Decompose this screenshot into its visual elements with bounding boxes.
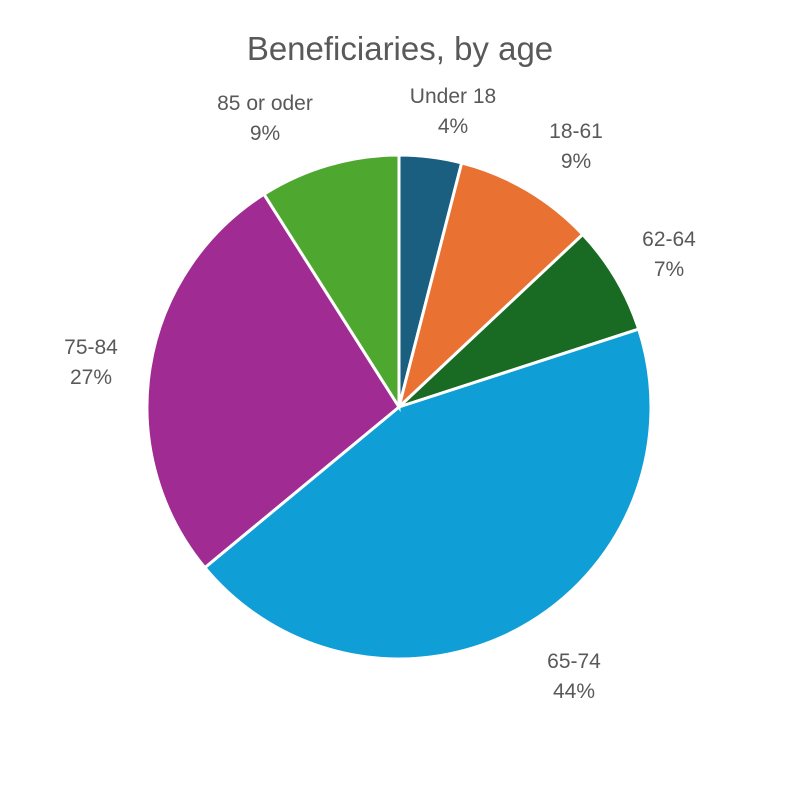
pie-slice-62-64 xyxy=(397,232,641,409)
slice-label: 65-74 xyxy=(547,650,601,673)
slice-label: 75-84 xyxy=(64,336,118,359)
slice-label: Under 18 xyxy=(410,85,496,108)
slice-label: 85 or oder xyxy=(217,92,313,115)
pie-slice-65-74 xyxy=(202,327,653,661)
pie-slice-85-or-oder xyxy=(261,153,401,413)
slice-percent-label: 7% xyxy=(654,258,684,281)
slice-percent-label: 27% xyxy=(70,366,112,389)
slice-percent-label: 9% xyxy=(250,122,280,145)
slice-percent-label: 44% xyxy=(553,680,595,703)
pie-slice-18-61 xyxy=(396,161,585,412)
slice-percent-label: 9% xyxy=(561,150,591,173)
pie-slice-75-84 xyxy=(145,192,401,570)
chart-title: Beneficiaries, by age xyxy=(246,30,554,67)
slice-label: 62-64 xyxy=(642,228,696,251)
slice-percent-label: 4% xyxy=(438,115,468,138)
slice-label: 18-61 xyxy=(549,120,603,143)
